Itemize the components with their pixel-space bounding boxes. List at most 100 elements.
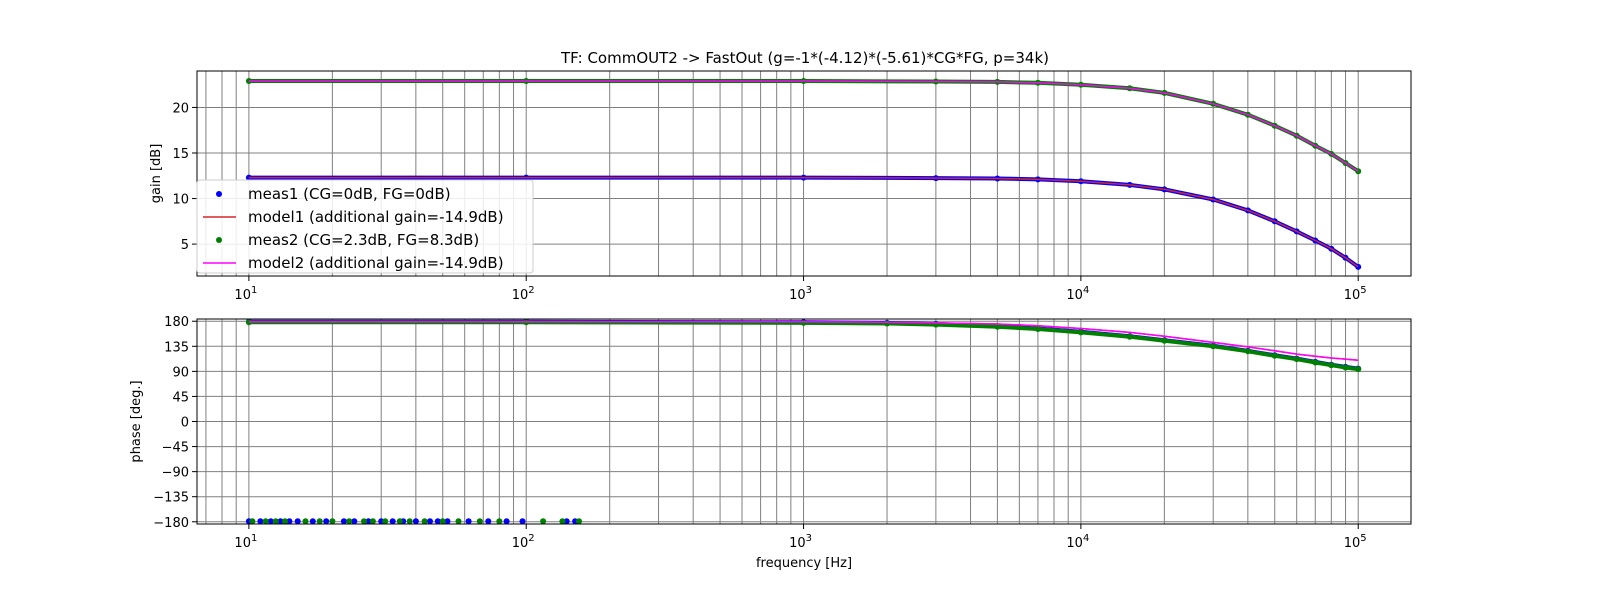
data-point: [540, 518, 547, 525]
x-tick-exponent: 4: [1083, 285, 1089, 296]
legend-marker-swatch: [216, 237, 222, 243]
data-point: [421, 518, 428, 525]
x-tick-base: 10: [789, 536, 806, 551]
y-tick-label: −135: [153, 491, 189, 506]
data-point: [406, 518, 413, 525]
data-point: [1210, 343, 1217, 350]
data-point: [382, 518, 389, 525]
data-point: [1293, 356, 1300, 363]
y-tick-labels: −180 −135 −90 −45 0 45 90 135 180: [153, 315, 197, 531]
x-tick-label: 104: [1066, 285, 1089, 303]
x-tick-exponent: 4: [1083, 533, 1089, 544]
data-point: [465, 518, 472, 525]
x-tick-label: 105: [1344, 285, 1367, 303]
legend-label: meas1 (CG=0dB, FG=0dB): [248, 185, 451, 203]
data-point: [1161, 337, 1168, 344]
x-tick-base: 10: [1344, 288, 1361, 303]
series-line-1: [248, 176, 1359, 268]
x-tick-label: 101: [234, 533, 257, 551]
legend-label: meas2 (CG=2.3dB, FG=8.3dB): [248, 231, 479, 249]
x-tick-exponent: 2: [528, 533, 534, 544]
data-point: [282, 518, 288, 525]
data-point: [346, 518, 353, 525]
x-tick-exponent: 5: [1360, 533, 1366, 544]
x-tick-labels: 101 102 103 104 105: [234, 276, 1367, 303]
x-tick-base: 10: [1344, 536, 1361, 551]
legend: meas1 (CG=0dB, FG=0dB) model1 (additional…: [196, 179, 534, 274]
data-point: [1244, 348, 1251, 355]
x-tick-labels: 101 102 103 104 105: [234, 524, 1367, 551]
data-point: [249, 518, 256, 525]
data-point: [455, 518, 462, 525]
data-point: [267, 518, 274, 525]
data-point: [272, 518, 279, 525]
y-tick-label: 10: [172, 193, 189, 208]
data-point: [361, 518, 367, 525]
data-point: [519, 518, 526, 525]
data-point: [434, 518, 441, 525]
data-point: [439, 518, 446, 525]
data-point: [1271, 352, 1278, 359]
data-point: [351, 518, 358, 525]
data-point: [563, 518, 570, 525]
x-axis-label: frequency [Hz]: [756, 556, 852, 571]
data-point: [444, 518, 451, 525]
data-point: [1312, 359, 1319, 366]
series-line-3: [248, 80, 1359, 172]
y-tick-label: 0: [181, 416, 189, 431]
y-tick-label: 135: [164, 340, 189, 355]
x-tick-base: 10: [512, 288, 529, 303]
x-tick-label: 102: [512, 533, 535, 551]
legend-item: meas1 (CG=0dB, FG=0dB): [216, 185, 451, 203]
y-tick-label: 90: [172, 365, 189, 380]
x-tick-base: 10: [789, 288, 806, 303]
x-tick-base: 10: [234, 288, 251, 303]
legend-item: model2 (additional gain=-14.9dB): [203, 254, 504, 272]
data-point: [369, 518, 376, 525]
data-point: [994, 323, 1001, 330]
y-axis-label: gain [dB]: [149, 144, 164, 204]
legend-item: meas2 (CG=2.3dB, FG=8.3dB): [216, 231, 479, 249]
data-point: [396, 518, 403, 525]
x-tick-label: 102: [512, 285, 535, 303]
data-point: [485, 518, 492, 525]
x-tick-exponent: 3: [806, 533, 812, 544]
data-point: [294, 518, 301, 525]
data-point: [340, 518, 347, 525]
data-point: [277, 518, 284, 525]
y-tick-label: 180: [164, 315, 189, 330]
legend-box: [196, 179, 534, 274]
x-tick-label: 104: [1066, 533, 1089, 551]
data-point: [1077, 329, 1084, 336]
data-point: [1126, 333, 1133, 340]
data-point: [1342, 364, 1349, 371]
y-tick-label: 15: [172, 147, 189, 162]
x-tick-exponent: 2: [528, 285, 534, 296]
y-tick-labels: 5 10 15 20: [172, 101, 197, 253]
data-point: [559, 518, 566, 525]
data-point: [1034, 326, 1041, 332]
x-tick-base: 10: [512, 536, 529, 551]
legend-marker-swatch: [216, 191, 222, 197]
data-point: [286, 518, 293, 525]
data-point: [389, 518, 396, 525]
x-tick-exponent: 5: [1360, 285, 1366, 296]
x-tick-base: 10: [1066, 288, 1083, 303]
data-point: [302, 518, 309, 525]
series-line-3: [248, 321, 1359, 361]
y-tick-label: 5: [181, 238, 189, 253]
x-tick-label: 105: [1344, 533, 1367, 551]
y-axis-label: phase [deg.]: [129, 380, 144, 462]
y-tick-label: −180: [153, 516, 189, 531]
data-point: [257, 518, 264, 525]
series-markers-4: [245, 518, 579, 525]
x-tick-label: 103: [789, 533, 812, 551]
data-point: [329, 518, 336, 525]
data-point: [1328, 362, 1335, 369]
phase-panel: 101 102 103 104 105−180−135−90−4504590135180…: [129, 315, 1412, 571]
data-point: [427, 518, 433, 525]
x-tick-label: 103: [789, 285, 812, 303]
legend-label: model2 (additional gain=-14.9dB): [248, 254, 504, 272]
